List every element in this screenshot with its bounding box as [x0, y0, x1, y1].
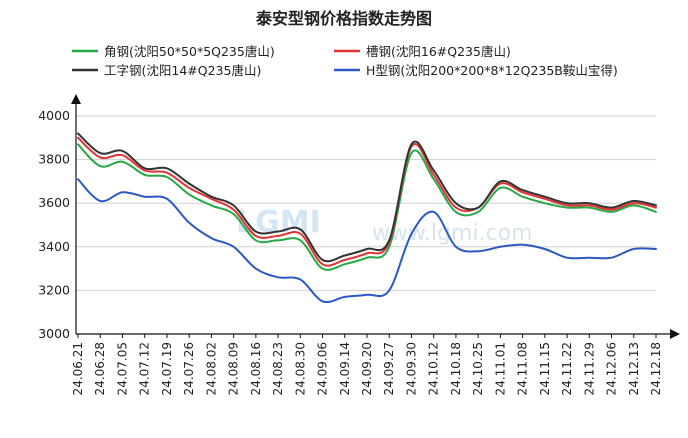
y-axis-arrow	[71, 94, 81, 104]
x-tick-label: 24.11.29	[582, 342, 596, 395]
x-tick-label: 24.07.19	[160, 342, 174, 395]
x-tick-label: 24.07.05	[115, 342, 129, 395]
x-tick-label: 24.07.12	[138, 342, 152, 395]
x-tick-label: 24.06.21	[71, 342, 85, 395]
x-tick-label: 24.08.23	[271, 342, 285, 395]
series-line-3	[77, 178, 657, 303]
series-lines	[77, 132, 657, 303]
x-tick-label: 24.07.26	[182, 342, 196, 395]
axes	[71, 94, 680, 339]
x-tick-label: 24.08.09	[227, 342, 241, 395]
legend-label-2: 工字钢(沈阳14#Q235唐山)	[104, 63, 261, 78]
x-tick-label: 24.09.30	[404, 342, 418, 395]
x-tick-label: 24.06.28	[93, 342, 107, 395]
x-tick-label: 24.08.30	[293, 342, 307, 395]
series-line-2	[77, 132, 657, 263]
legend-label-1: 槽钢(沈阳16#Q235唐山)	[366, 44, 511, 59]
watermark-logo: LGMI	[236, 205, 321, 240]
y-tick-label: 3400	[38, 239, 70, 254]
y-tick-label: 3200	[38, 282, 70, 297]
chart-title: 泰安型钢价格指数走势图	[255, 9, 432, 28]
y-ticks: 3000 3200 3400 3600 3800 4000	[38, 108, 70, 341]
x-tick-label: 24.10.25	[471, 342, 485, 395]
y-tick-label: 4000	[38, 108, 70, 123]
legend-label-3: H型钢(沈阳200*200*8*12Q235B鞍山宝得)	[366, 63, 618, 78]
y-tick-label: 3000	[38, 326, 70, 341]
x-tick-label: 24.08.16	[249, 342, 263, 395]
x-tick-label: 24.10.18	[449, 342, 463, 395]
x-ticks: 24.06.21 24.06.28 24.07.05 24.07.12 24.07.19…	[71, 334, 663, 395]
series-line-0	[77, 143, 657, 271]
x-tick-label: 24.11.01	[493, 342, 507, 395]
x-tick-label: 24.12.18	[649, 342, 663, 395]
x-tick-label: 24.10.12	[427, 342, 441, 395]
x-axis-arrow	[670, 329, 680, 339]
x-tick-label: 24.09.27	[382, 342, 396, 395]
x-tick-label: 24.09.20	[360, 342, 374, 395]
x-tick-label: 24.12.13	[627, 342, 641, 395]
legend: 角钢(沈阳50*50*5Q235唐山) 槽钢(沈阳16#Q235唐山) 工字钢(沈阳…	[72, 44, 618, 78]
x-tick-label: 24.09.14	[338, 342, 352, 395]
x-tick-label: 24.08.02	[204, 342, 218, 395]
y-tick-label: 3800	[38, 152, 70, 167]
x-tick-label: 24.11.08	[516, 342, 530, 395]
series-line-1	[77, 136, 657, 267]
legend-label-0: 角钢(沈阳50*50*5Q235唐山)	[104, 44, 275, 59]
x-tick-label: 24.09.06	[316, 342, 330, 395]
x-tick-label: 24.12.06	[605, 342, 619, 395]
x-tick-label: 24.11.22	[560, 342, 574, 395]
y-tick-label: 3600	[38, 195, 70, 210]
x-tick-label: 24.11.15	[538, 342, 552, 395]
